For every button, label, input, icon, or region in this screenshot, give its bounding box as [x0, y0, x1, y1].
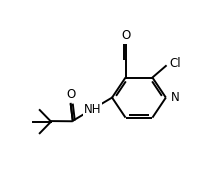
Text: O: O [121, 29, 130, 42]
Text: O: O [66, 88, 75, 101]
Text: NH: NH [84, 103, 101, 116]
Text: Cl: Cl [170, 57, 181, 70]
Text: N: N [170, 91, 179, 104]
